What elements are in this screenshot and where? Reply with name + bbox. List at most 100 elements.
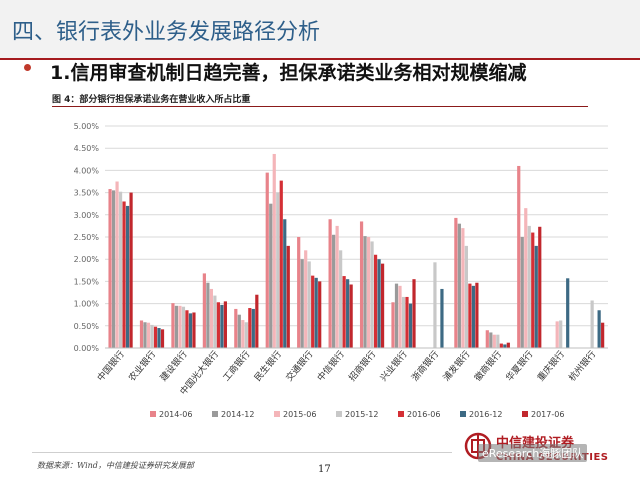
bar [346,279,350,348]
bar [405,296,409,348]
bar [328,219,332,348]
bullet-icon [24,64,31,71]
legend-swatch [522,411,528,417]
legend-label: 2016-06 [407,410,440,419]
bar [216,302,220,348]
y-tick-label: 1.50% [74,277,100,286]
bar [485,330,489,348]
bar [143,322,147,348]
bar [307,261,311,348]
bar [297,237,301,348]
bar [499,343,503,348]
x-tick-label: 中信银行 [315,348,347,383]
x-tick-label: 招商银行 [346,348,378,383]
figure-caption: 图 4：部分银行担保承诺业务在营业收入所占比重 [52,95,251,105]
y-tick-label: 5.00% [74,122,100,131]
bar [125,205,130,348]
bar [517,165,521,348]
bar [265,172,269,348]
bar [391,302,395,348]
bar [534,245,538,348]
bar [468,283,472,348]
y-tick-label: 4.00% [74,166,100,175]
x-tick-label: 重庆银行 [535,348,567,383]
bar [178,305,182,348]
legend-swatch [274,411,280,417]
bar [311,275,315,348]
y-tick-label: 0.00% [74,344,100,353]
page-number: 17 [318,464,331,475]
legend-swatch [336,411,342,417]
bar [370,241,374,348]
bar [237,314,241,348]
bar [520,237,524,348]
bar [108,189,112,348]
bar [339,250,343,348]
bar [349,284,353,348]
bar [538,226,542,348]
bar [122,201,126,348]
bar [492,334,496,348]
bar [524,208,528,348]
bar [527,225,531,348]
bar [401,296,406,348]
y-tick-label: 1.00% [74,300,100,309]
footer-divider [32,452,452,453]
x-tick-label: 民生银行 [252,348,284,383]
bar [160,329,165,348]
bar [496,334,500,348]
bar [531,232,535,348]
bar [202,273,206,348]
bar [566,278,570,348]
bar [188,313,193,348]
bar [597,310,601,348]
bar [398,285,402,348]
bar [412,279,416,348]
x-tick-label: 中国银行 [94,348,126,383]
slide-subtitle: 1.信用审查机制日趋完善，担保承诺类业务相对规模缩减 [50,62,527,84]
bar [286,245,290,348]
x-tick-label: 农业银行 [126,348,158,383]
y-tick-label: 0.50% [74,322,100,331]
source-note: 数据来源：Wind，中信建投证券研究发展部 [37,461,194,470]
bar [555,321,559,348]
legend-label: 2016-12 [469,410,502,419]
bar [118,191,123,348]
bar [234,308,238,348]
bar [318,281,322,348]
bar [590,300,594,348]
x-tick-label: 杭州银行 [566,348,598,383]
bar [304,250,308,348]
legend-swatch [150,411,156,417]
bar [171,303,175,348]
bar [335,225,339,348]
y-tick-label: 3.00% [74,211,100,220]
bar [489,332,493,348]
bar [248,308,252,348]
bar [408,303,413,348]
bar [244,322,248,348]
bar [220,304,224,348]
legend-label: 2015-12 [345,410,378,419]
caption-divider [52,106,588,107]
watermark: eResearch海豚团队 [478,444,588,462]
bar [433,262,437,348]
bar [342,276,346,348]
bar [457,223,461,348]
bar [332,234,336,348]
bar [251,308,255,348]
bar [464,245,468,348]
bar [146,322,151,348]
bar [213,295,217,348]
bar [241,320,245,348]
bar [129,192,133,348]
bar [111,190,116,348]
bar [139,320,144,348]
bar [185,310,189,348]
bar [206,282,210,348]
bar [380,263,385,348]
x-tick-label: 交通银行 [283,348,315,383]
bar [363,236,367,348]
y-tick-label: 2.00% [74,255,100,264]
bar [440,288,444,348]
